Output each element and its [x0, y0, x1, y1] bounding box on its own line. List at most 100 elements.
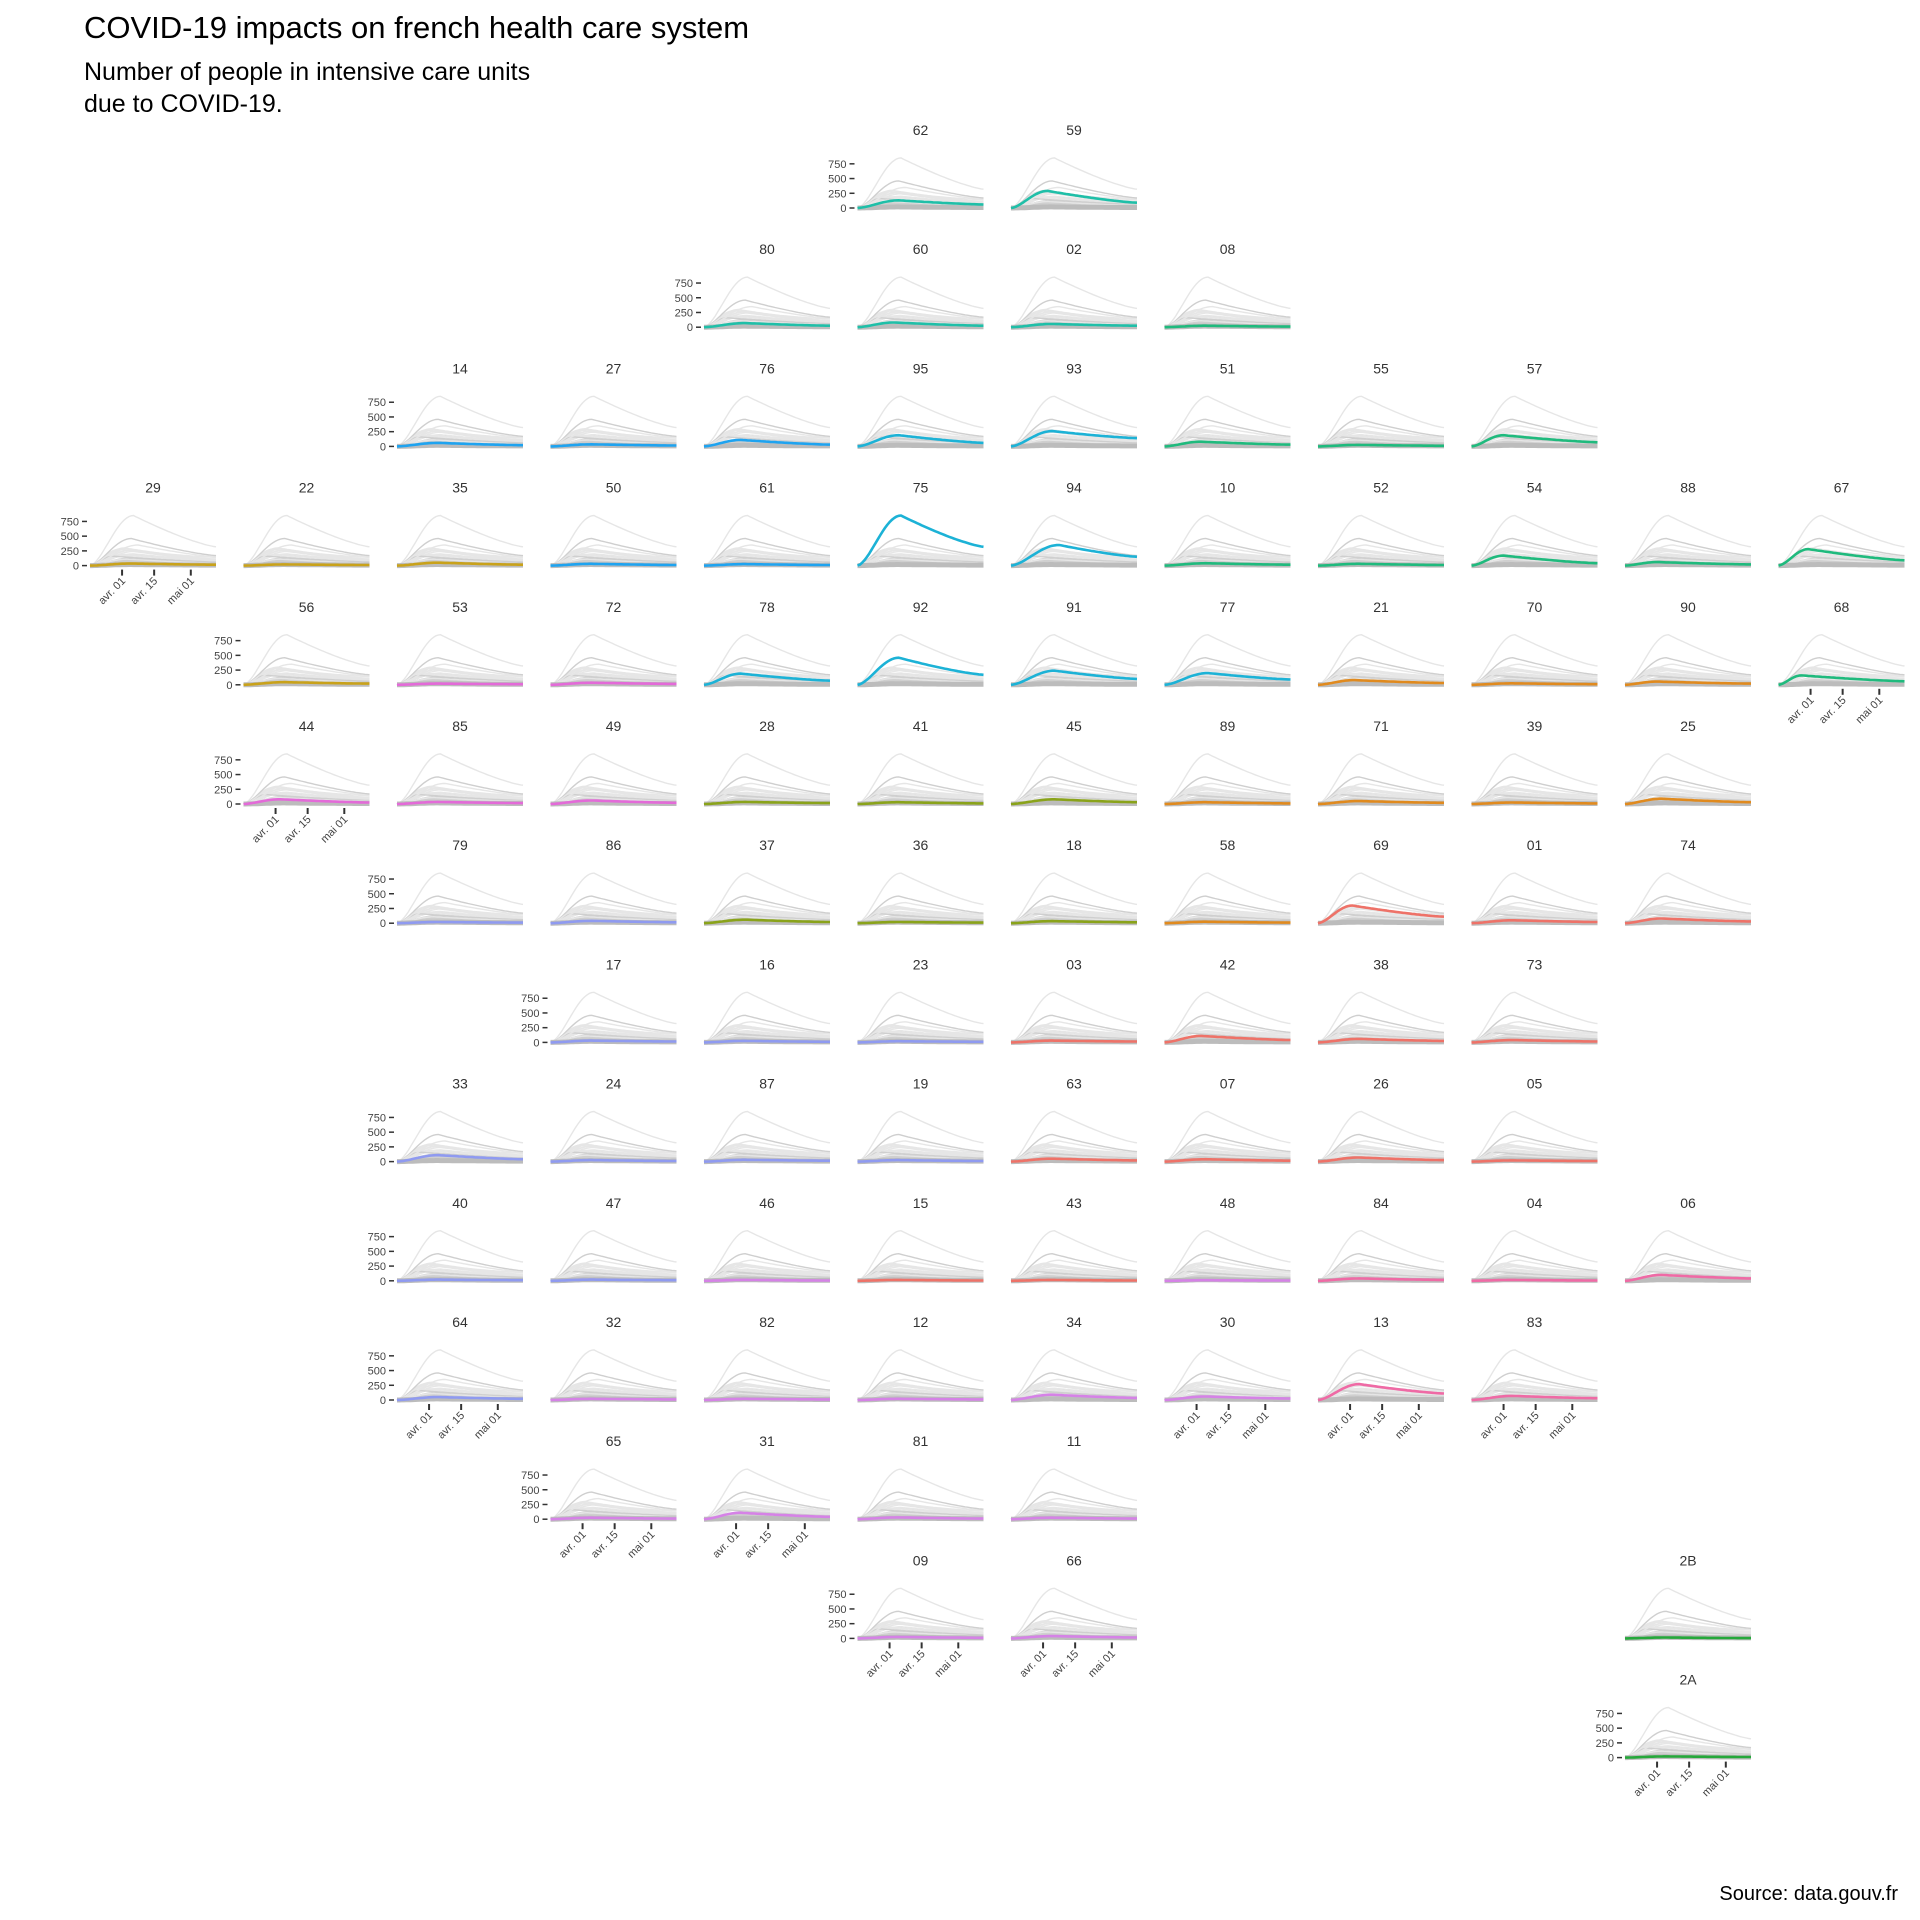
- facet-45: 45: [1011, 718, 1137, 804]
- background-baseline: [1779, 684, 1905, 685]
- facet-label: 75: [913, 480, 929, 496]
- facet-label: 08: [1220, 241, 1236, 257]
- facet-95: 95: [858, 360, 984, 446]
- facet-label: 02: [1066, 241, 1082, 257]
- facet-35: 35: [397, 480, 523, 566]
- x-tick-label: mai 01: [319, 814, 351, 846]
- facet-71: 71: [1318, 718, 1444, 804]
- y-tick-label: 250: [214, 665, 232, 677]
- facet-25: 25: [1625, 718, 1751, 804]
- facet-86: 86: [551, 837, 677, 923]
- background-baseline: [858, 207, 984, 208]
- y-tick-label: 500: [828, 174, 846, 186]
- facet-label: 86: [606, 837, 622, 853]
- facet-78: 78: [704, 599, 830, 685]
- facet-37: 37: [704, 837, 830, 923]
- y-tick-label: 0: [380, 441, 386, 453]
- x-tick-label: mai 01: [1854, 694, 1886, 726]
- facet-52: 52: [1318, 480, 1444, 566]
- facet-label: 91: [1066, 599, 1082, 615]
- y-tick-label: 250: [368, 427, 386, 439]
- facet-label: 53: [452, 599, 468, 615]
- background-baseline: [1011, 565, 1137, 566]
- facet-77: 77: [1165, 599, 1291, 685]
- facet-70: 70: [1472, 599, 1598, 685]
- facet-label: 79: [452, 837, 468, 853]
- y-tick-label: 500: [368, 889, 386, 901]
- series-line-61: [704, 564, 830, 566]
- series-line-52: [1318, 564, 1444, 566]
- facet-57: 57: [1472, 360, 1598, 446]
- series-line-41: [858, 802, 984, 804]
- facet-label: 70: [1527, 599, 1543, 615]
- facet-label: 60: [913, 241, 929, 257]
- facet-label: 29: [145, 480, 161, 496]
- facet-76: 76: [704, 360, 830, 446]
- facet-49: 49: [551, 718, 677, 804]
- facet-label: 54: [1527, 480, 1543, 496]
- facet-51: 51: [1165, 360, 1291, 446]
- y-tick-label: 750: [61, 516, 79, 528]
- facet-label: 88: [1680, 480, 1696, 496]
- y-tick-label: 500: [61, 531, 79, 543]
- facet-label: 95: [913, 360, 929, 376]
- y-tick-label: 750: [214, 636, 232, 648]
- background-baseline: [858, 565, 984, 566]
- series-line-53: [397, 684, 523, 685]
- series-line-55: [1318, 445, 1444, 447]
- y-tick-label: 750: [828, 159, 846, 171]
- y-tick-label: 0: [73, 561, 79, 573]
- facet-label: 78: [759, 599, 775, 615]
- x-tick-label: avr. 01: [96, 575, 128, 607]
- facet-21: 21: [1318, 599, 1444, 685]
- facet-label: 76: [759, 360, 775, 376]
- y-tick-label: 250: [368, 903, 386, 915]
- facet-label: 62: [913, 122, 929, 138]
- facet-label: 41: [913, 718, 929, 734]
- background-baseline: [1472, 565, 1598, 566]
- facet-label: 27: [606, 360, 622, 376]
- facet-label: 37: [759, 837, 775, 853]
- facet-10: 10: [1165, 480, 1291, 566]
- series-line-22: [244, 564, 370, 565]
- facet-label: 39: [1527, 718, 1543, 734]
- facet-93: 93: [1011, 360, 1137, 446]
- background-baseline: [1165, 684, 1291, 685]
- facet-54: 54: [1472, 480, 1598, 566]
- y-tick-label: 0: [226, 799, 232, 811]
- series-line-89: [1165, 802, 1291, 804]
- background-baseline: [1011, 445, 1137, 446]
- facet-label: 77: [1220, 599, 1236, 615]
- facet-label: 55: [1373, 360, 1389, 376]
- facet-label: 89: [1220, 718, 1236, 734]
- y-tick-label: 500: [214, 650, 232, 662]
- facet-89: 89: [1165, 718, 1291, 804]
- facet-label: 35: [452, 480, 468, 496]
- facet-label: 45: [1066, 718, 1082, 734]
- facet-label: 44: [299, 718, 315, 734]
- facet-94: 94: [1011, 480, 1137, 566]
- x-tick-label: mai 01: [165, 575, 197, 607]
- facet-75: 75: [858, 480, 984, 566]
- facet-60: 60: [858, 241, 984, 327]
- facet-59: 59: [1011, 122, 1137, 208]
- facet-label: 94: [1066, 480, 1082, 496]
- facet-label: 71: [1373, 718, 1389, 734]
- facet-28: 28: [704, 718, 830, 804]
- series-line-79: [397, 922, 523, 923]
- facet-08: 08: [1165, 241, 1291, 327]
- facet-39: 39: [1472, 718, 1598, 804]
- facet-label: 21: [1373, 599, 1389, 615]
- series-line-39: [1472, 803, 1598, 805]
- series-line-08: [1165, 326, 1291, 328]
- facet-label: 80: [759, 241, 775, 257]
- y-tick-label: 0: [840, 203, 846, 215]
- facet-label: 72: [606, 599, 622, 615]
- facet-41: 41: [858, 718, 984, 804]
- facet-label: 10: [1220, 480, 1236, 496]
- series-line-70: [1472, 683, 1598, 685]
